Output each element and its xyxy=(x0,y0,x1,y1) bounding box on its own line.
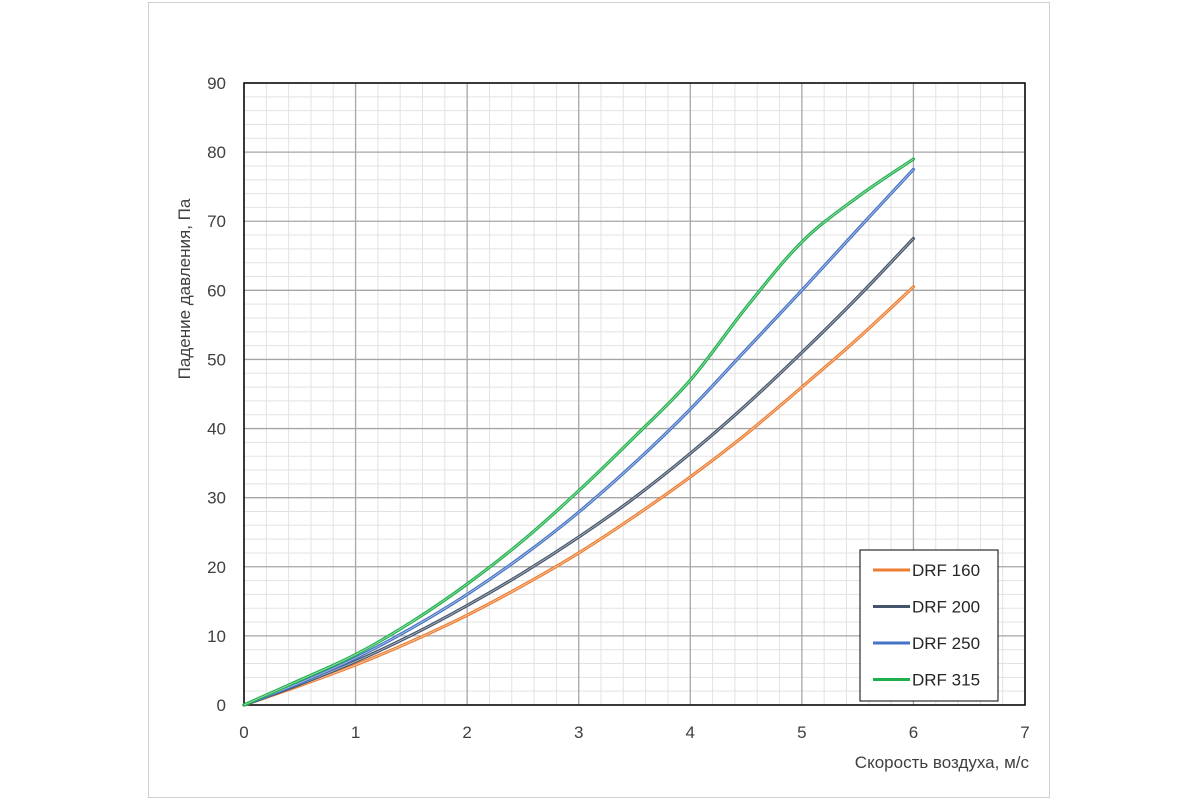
legend-box xyxy=(859,549,999,702)
x-axis-title: Скорость воздуха, м/с xyxy=(855,753,1030,772)
series-line-highlight-drf-160 xyxy=(243,286,914,706)
y-tick-label: 20 xyxy=(207,558,226,577)
plot-area-border xyxy=(243,82,1026,706)
y-tick-label: 0 xyxy=(217,696,226,715)
y-tick-label: 50 xyxy=(207,350,226,369)
legend-label-drf-250: DRF 250 xyxy=(912,634,980,653)
series-line-highlight-drf-250 xyxy=(243,169,914,706)
series-line-highlight-drf-315 xyxy=(243,158,914,706)
series-line-highlight-drf-200 xyxy=(243,238,914,706)
x-tick-label: 1 xyxy=(351,723,360,742)
legend-label-drf-160: DRF 160 xyxy=(912,561,980,580)
x-tick-label: 5 xyxy=(797,723,806,742)
y-tick-label: 30 xyxy=(207,489,226,508)
y-tick-label: 90 xyxy=(207,74,226,93)
y-tick-label: 10 xyxy=(207,627,226,646)
x-tick-label: 0 xyxy=(239,723,248,742)
x-tick-label: 2 xyxy=(462,723,471,742)
x-tick-label: 3 xyxy=(574,723,583,742)
y-tick-label: 60 xyxy=(207,281,226,300)
y-axis-title: Падение давления, Па xyxy=(175,198,194,379)
y-axis-tick-labels: 0 10 20 30 40 50 60 70 80 90 xyxy=(207,74,226,715)
legend-label-drf-315: DRF 315 xyxy=(912,671,980,690)
x-tick-label: 6 xyxy=(909,723,918,742)
legend-label-drf-200: DRF 200 xyxy=(912,598,980,617)
series-layer xyxy=(242,157,916,707)
x-tick-label: 4 xyxy=(686,723,695,742)
y-tick-label: 40 xyxy=(207,420,226,439)
y-tick-label: 80 xyxy=(207,143,226,162)
x-axis-tick-labels: 0 1 2 3 4 5 6 7 xyxy=(239,723,1029,742)
y-tick-label: 70 xyxy=(207,212,226,231)
legend: DRF 160 DRF 200 DRF 250 DRF 315 xyxy=(859,549,999,702)
x-tick-label: 7 xyxy=(1020,723,1029,742)
